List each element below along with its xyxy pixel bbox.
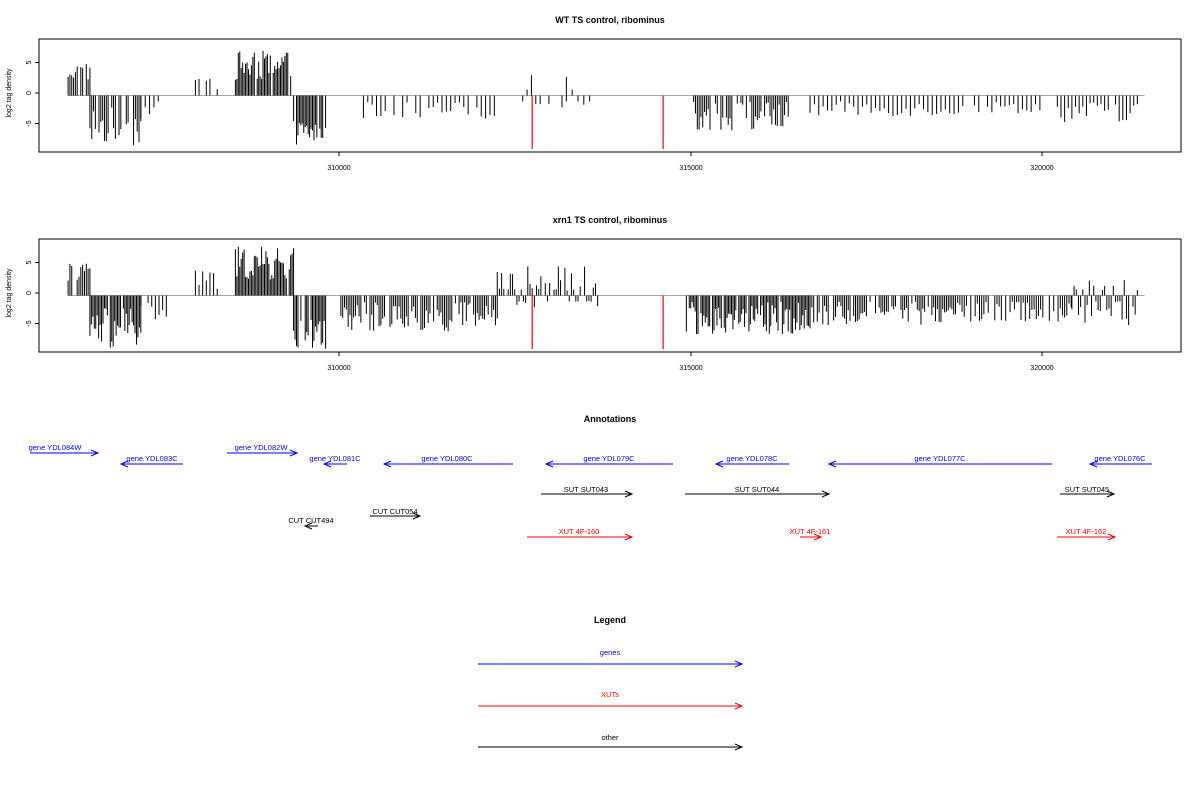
svg-text:gene YDL082W: gene YDL082W <box>235 443 289 452</box>
legend: Legend genes XUTs other <box>478 615 744 751</box>
panel-wt-bars <box>67 50 1145 150</box>
annotation-xut-4f-162: XUT 4F-162 <box>1057 527 1117 541</box>
svg-text:gene YDL083C: gene YDL083C <box>126 454 178 463</box>
panel-wt-ytick-p5: 5 <box>26 60 33 64</box>
legend-item-genes: genes <box>478 648 744 668</box>
svg-text:gene YDL084W: gene YDL084W <box>29 443 83 452</box>
panel-xrn1-frame <box>38 238 1182 353</box>
svg-text:gene YDL081C: gene YDL081C <box>309 454 361 463</box>
legend-label-genes: genes <box>600 648 621 657</box>
panel-wt-xtick-320000: 320000 <box>1030 165 1053 172</box>
panel-xrn1-xtick-320000: 320000 <box>1030 365 1053 372</box>
svg-text:gene YDL078C: gene YDL078C <box>726 454 778 463</box>
panel-xrn1-ylabel: log2 tag density <box>6 268 13 318</box>
panel-wt-yaxis: -5 0 5 log2 tag density <box>6 60 39 127</box>
svg-text:CUT CUT054: CUT CUT054 <box>372 507 417 516</box>
panel-wt: WT TS control, ribominus -5 0 5 log2 tag… <box>6 15 1182 172</box>
legend-label-xuts: XUTs <box>601 690 619 699</box>
legend-item-xuts: XUTs <box>478 690 744 710</box>
annotation-cut494: CUT CUT494 <box>288 516 334 530</box>
svg-text:gene YDL080C: gene YDL080C <box>421 454 473 463</box>
annotation-gene-ydl076c: gene YDL076C <box>1088 454 1152 468</box>
svg-text:SUT SUT044: SUT SUT044 <box>735 485 779 494</box>
annotation-gene-ydl080c: gene YDL080C <box>382 454 513 468</box>
panel-xrn1-xtick-315000: 315000 <box>679 365 702 372</box>
svg-text:gene YDL077C: gene YDL077C <box>914 454 966 463</box>
svg-text:SUT SUT045: SUT SUT045 <box>1065 485 1109 494</box>
annotations-title: Annotations <box>584 414 637 424</box>
annotation-gene-ydl077c: gene YDL077C <box>827 454 1052 468</box>
panel-xrn1-xtick-310000: 310000 <box>327 365 350 372</box>
svg-text:CUT CUT494: CUT CUT494 <box>288 516 333 525</box>
svg-text:XUT 4F-162: XUT 4F-162 <box>1066 527 1107 536</box>
annotation-xut-4f-160: XUT 4F-160 <box>527 527 634 541</box>
annotation-gene-ydl079c: gene YDL079C <box>544 454 673 468</box>
panel-wt-ylabel: log2 tag density <box>6 68 13 118</box>
panel-xrn1-ytick-0: 0 <box>26 291 33 295</box>
annotation-gene-ydl078c: gene YDL078C <box>714 454 789 468</box>
annotation-sut043: SUT SUT043 <box>541 485 634 498</box>
annotation-gene-ydl081c: gene YDL081C <box>309 454 361 468</box>
panel-wt-ytick-0: 0 <box>26 91 33 95</box>
panel-wt-xtick-315000: 315000 <box>679 165 702 172</box>
annotation-sut045: SUT SUT045 <box>1060 485 1116 498</box>
legend-item-other: other <box>478 733 744 751</box>
annotation-sut044: SUT SUT044 <box>685 485 831 498</box>
legend-label-other: other <box>601 733 619 742</box>
panel-wt-xaxis: 310000 315000 320000 <box>327 152 1054 172</box>
panel-xrn1-ytick-5: -5 <box>26 320 33 326</box>
annotation-gene-ydl082w: gene YDL082W <box>227 443 299 457</box>
annotation-gene-ydl083c: gene YDL083C <box>119 454 183 468</box>
annotations-track: Annotations gene YDL084W gene YDL083C ge… <box>29 414 1152 541</box>
svg-text:XUT 4F-160: XUT 4F-160 <box>559 527 600 536</box>
panel-wt-title: WT TS control, ribominus <box>555 15 665 25</box>
panel-wt-xtick-310000: 310000 <box>327 165 350 172</box>
annotation-xut-4f-161: XUT 4F-161 <box>790 527 831 541</box>
annotation-cut054: CUT CUT054 <box>370 507 422 520</box>
annotation-gene-ydl084w: gene YDL084W <box>29 443 100 457</box>
svg-text:gene YDL076C: gene YDL076C <box>1094 454 1146 463</box>
panel-xrn1-xaxis: 310000 315000 320000 <box>327 352 1054 372</box>
svg-text:SUT SUT043: SUT SUT043 <box>564 485 608 494</box>
svg-text:XUT 4F-161: XUT 4F-161 <box>790 527 831 536</box>
svg-text:gene YDL079C: gene YDL079C <box>583 454 635 463</box>
panel-xrn1-bars <box>67 246 1145 350</box>
panel-xrn1-title: xrn1 TS control, ribominus <box>553 215 668 225</box>
panel-wt-frame <box>38 38 1182 153</box>
legend-title: Legend <box>594 615 626 625</box>
panel-xrn1-yaxis: -5 0 5 log2 tag density <box>6 260 39 327</box>
panel-wt-ytick-5: -5 <box>26 120 33 126</box>
panel-xrn1-ytick-p5: 5 <box>26 260 33 264</box>
panel-xrn1: xrn1 TS control, ribominus -5 0 5 log2 t… <box>6 215 1182 372</box>
